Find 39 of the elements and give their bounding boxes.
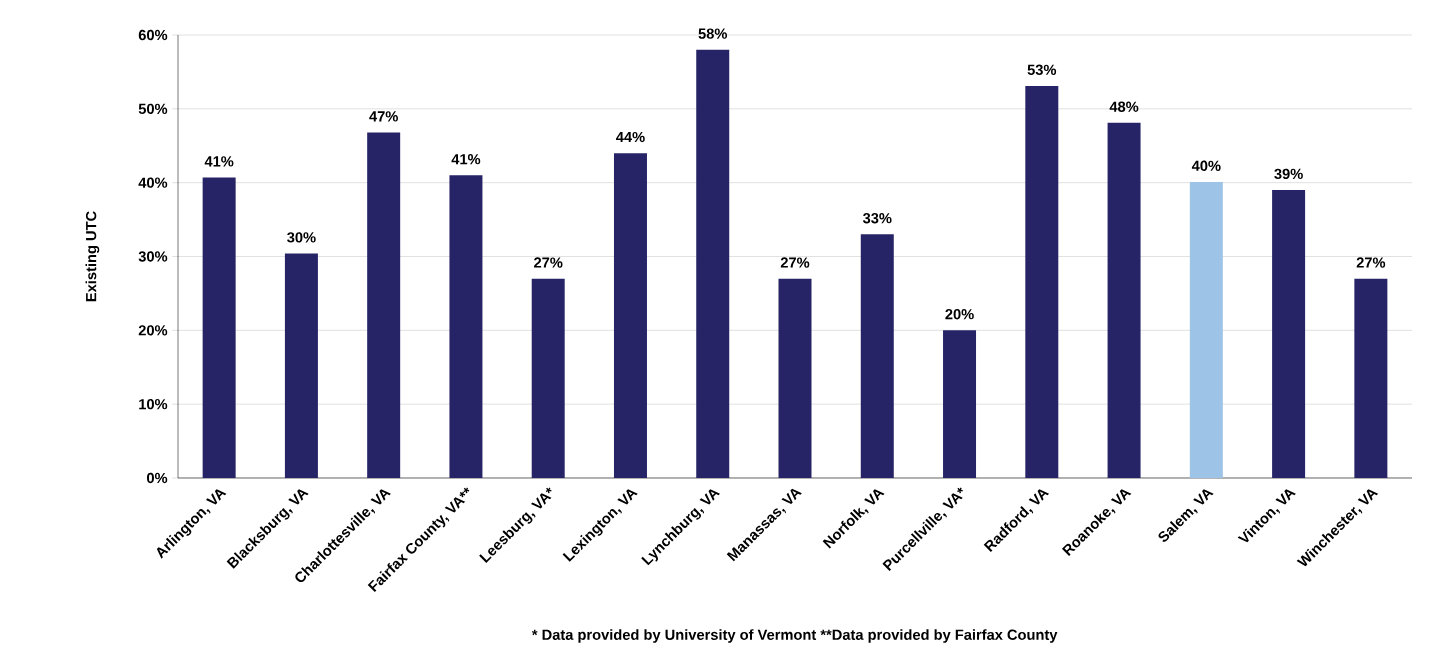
bar [1272, 190, 1306, 478]
bar [943, 330, 977, 478]
bar [1189, 181, 1223, 478]
data-label: 44% [616, 131, 645, 143]
data-label: 20% [945, 309, 974, 320]
data-label: 27% [1356, 257, 1386, 268]
bar [696, 49, 730, 478]
bar [449, 175, 483, 478]
y-tick-label: 30% [138, 251, 168, 262]
data-label: 48% [1109, 101, 1139, 112]
y-tick-label: 0% [147, 472, 168, 484]
y-tick-label: 50% [138, 103, 168, 115]
data-label: 33% [862, 213, 892, 224]
data-label: 41% [451, 154, 481, 165]
data-label: 39% [1274, 168, 1303, 180]
data-label: 27% [534, 257, 563, 268]
bar [1354, 278, 1388, 478]
data-label: 27% [780, 257, 810, 268]
data-label: 40% [1191, 160, 1221, 171]
data-label: 58% [698, 28, 728, 39]
bar [531, 278, 565, 478]
y-axis-title: Existing UTC [85, 211, 100, 302]
y-tick-label: 10% [139, 398, 168, 410]
bar [1107, 122, 1141, 478]
text: * Data provided by University of Vermont **Data provided by Fairfax County [531, 629, 1058, 643]
data-label: 41% [204, 156, 234, 167]
bar [202, 177, 236, 478]
bar [860, 234, 894, 478]
y-tick-label: 60% [138, 29, 168, 41]
data-label: 30% [287, 232, 316, 243]
data-label: 53% [1027, 64, 1057, 76]
bar [284, 253, 318, 478]
bar [778, 278, 812, 478]
data-label: 47% [369, 111, 398, 122]
bar [1025, 85, 1059, 478]
y-tick-label: 40% [138, 177, 168, 188]
bar [367, 132, 401, 478]
bar [613, 153, 647, 478]
y-tick-label: 20% [138, 325, 168, 336]
